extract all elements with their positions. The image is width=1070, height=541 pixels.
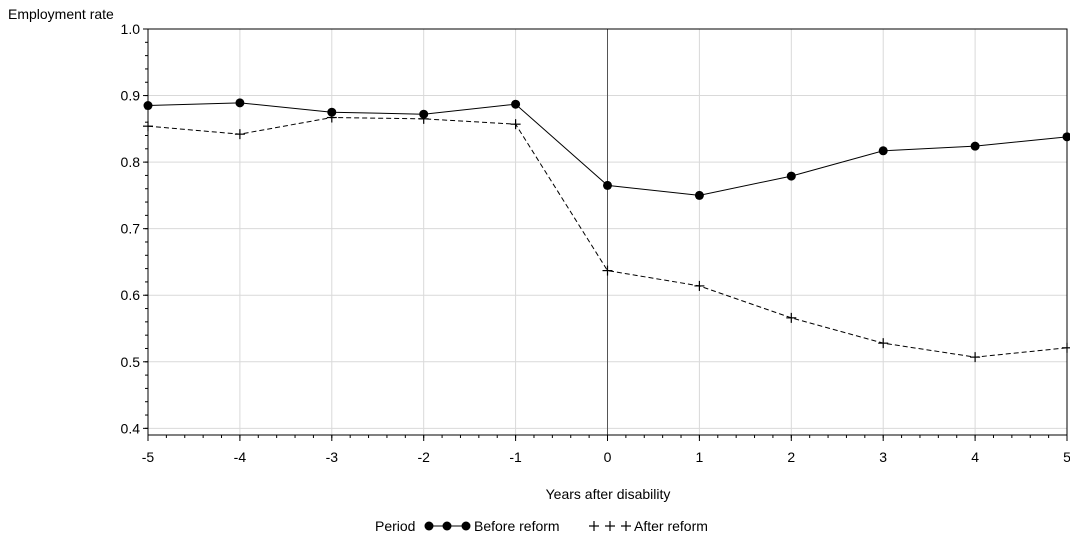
data-point-after-reform — [694, 280, 705, 291]
x-axis: -5 -4 -3 -2 -1 0 1 2 3 4 5 — [142, 435, 1070, 465]
x-tick-label: 4 — [971, 449, 979, 465]
data-point-after-reform — [326, 112, 337, 123]
x-tick-label: -2 — [417, 449, 430, 465]
legend-title: Period — [375, 518, 415, 534]
data-point-after-reform — [786, 312, 797, 323]
data-point-after-reform — [970, 352, 981, 363]
data-point-after-reform — [602, 265, 613, 276]
y-tick-label: 0.6 — [121, 287, 141, 303]
y-tick-label: 0.4 — [121, 420, 141, 436]
y-tick-label: 0.7 — [121, 221, 141, 237]
legend-dot — [461, 521, 471, 531]
data-point-before-reform — [1062, 132, 1070, 142]
series-line-after-reform — [147, 117, 1068, 358]
legend-label-after-reform: After reform — [634, 518, 708, 534]
legend-symbol-after-reform — [589, 521, 631, 531]
legend: Period Before reform After reform — [375, 518, 708, 534]
y-tick-label: 0.8 — [121, 154, 141, 170]
legend-dot — [424, 521, 434, 531]
data-point-before-reform — [694, 190, 704, 200]
series-layer — [143, 98, 1070, 363]
data-point-after-reform — [1062, 342, 1070, 353]
data-point-before-reform — [878, 146, 888, 156]
y-axis-title: Employment rate — [8, 6, 114, 22]
y-tick-label: 0.9 — [121, 88, 141, 104]
data-point-before-reform — [235, 98, 245, 108]
y-tick-label: 1.0 — [121, 21, 141, 37]
x-tick-label: -4 — [234, 449, 247, 465]
legend-symbol-before-reform — [424, 521, 471, 531]
data-point-after-reform — [234, 129, 245, 140]
data-point-before-reform — [603, 180, 612, 190]
y-tick-label: 0.5 — [121, 354, 141, 370]
x-axis-title: Years after disability — [546, 486, 671, 502]
legend-plus — [621, 521, 631, 531]
data-point-after-reform — [878, 338, 889, 349]
x-tick-label: 0 — [604, 449, 612, 465]
x-tick-label: -5 — [142, 449, 155, 465]
data-point-before-reform — [511, 99, 521, 109]
data-point-before-reform — [970, 141, 980, 151]
data-point-before-reform — [786, 171, 796, 181]
x-tick-label: 3 — [879, 449, 887, 465]
legend-dot — [442, 521, 452, 531]
x-tick-label: -1 — [509, 449, 522, 465]
x-tick-label: 5 — [1063, 449, 1070, 465]
x-tick-label: 1 — [696, 449, 704, 465]
legend-plus — [589, 521, 599, 531]
data-point-after-reform — [418, 113, 429, 124]
x-tick-label: 2 — [787, 449, 795, 465]
x-tick-label: -3 — [326, 449, 339, 465]
legend-label-before-reform: Before reform — [474, 518, 560, 534]
data-point-after-reform — [510, 119, 521, 130]
legend-plus — [605, 521, 615, 531]
y-axis: 0.4 0.5 0.6 0.7 0.8 0.9 1.0 — [121, 21, 148, 436]
data-point-before-reform — [327, 107, 337, 117]
